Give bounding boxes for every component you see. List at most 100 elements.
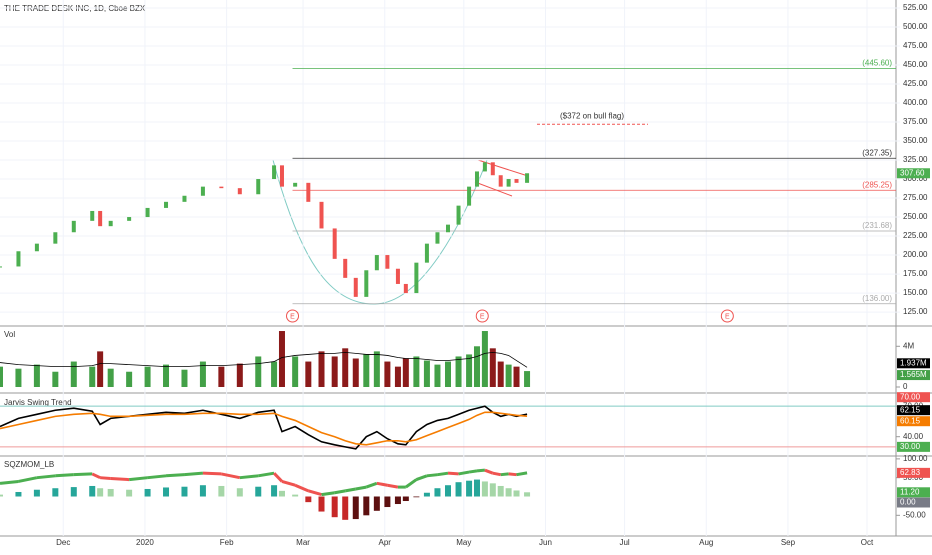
momentum-bar (524, 492, 531, 497)
momentum-line (376, 481, 388, 487)
momentum-line (447, 471, 459, 476)
momentum-bar (455, 482, 462, 497)
momentum-line (458, 470, 470, 476)
volume-bar (89, 366, 96, 387)
x-tick-label: May (456, 538, 471, 547)
y-tick-label: 4M (903, 341, 914, 350)
volume-bar (434, 364, 441, 387)
candle (90, 210, 95, 221)
candle (332, 228, 337, 259)
candle (200, 186, 205, 196)
candle (306, 182, 311, 202)
y-tick-label: 250.00 (903, 212, 928, 221)
candle (127, 217, 132, 221)
volume-bar (318, 351, 325, 387)
momentum-bar (0, 494, 3, 497)
x-tick-label: Jun (539, 538, 552, 547)
level-label: (445.60) (862, 58, 892, 67)
jarvis-line (0, 411, 528, 446)
y-tick-label: 350.00 (903, 136, 928, 145)
volume-bar (513, 366, 520, 387)
candle (435, 232, 440, 244)
level-label: (136.00) (862, 294, 892, 303)
volume-bar (15, 368, 22, 387)
y-tick-label: 400.00 (903, 98, 928, 107)
candle (145, 207, 150, 218)
candle (364, 270, 369, 297)
volume-bar (126, 371, 133, 387)
candle (467, 186, 472, 206)
momentum-bar (352, 496, 359, 520)
volume-bar (0, 366, 3, 387)
momentum-bar (292, 494, 299, 497)
y-tick-label: 500.00 (903, 22, 928, 31)
momentum-line (100, 476, 111, 480)
series-label-box (897, 416, 930, 427)
volume-bar (218, 366, 225, 387)
volume-bar (497, 361, 504, 387)
momentum-bar (126, 489, 133, 497)
volume-label-box (897, 370, 930, 381)
momentum-line (468, 469, 478, 474)
candle (98, 210, 103, 227)
momentum-line (73, 472, 93, 477)
last-price-label-box (897, 168, 930, 179)
candle (182, 195, 187, 202)
ma-label-box (897, 358, 930, 369)
candle (272, 165, 277, 180)
candle (279, 165, 284, 187)
event-marker (475, 309, 489, 323)
momentum-bar (107, 488, 114, 497)
momentum-bar (199, 485, 206, 497)
volume-bar (305, 361, 312, 387)
volume-bar (144, 366, 151, 387)
candle (490, 162, 495, 176)
candle (34, 243, 39, 252)
momentum-line (184, 471, 204, 477)
momentum-line (281, 480, 296, 487)
x-tick-label: 2020 (136, 538, 154, 547)
volume-bar (352, 358, 359, 387)
volume-bar (331, 356, 338, 387)
zero-label-box (897, 497, 930, 508)
momentum-bar (413, 496, 420, 498)
volume-bar (33, 364, 40, 387)
momentum-bar (33, 489, 40, 497)
momentum-label: 11.20 (900, 487, 920, 496)
momentum-bar (52, 488, 59, 497)
y-tick-label: 100.00 (903, 454, 928, 463)
ma-label: 1.937M (900, 358, 927, 367)
volume-bar (402, 358, 409, 387)
volume-bar (255, 356, 262, 387)
volume-bar (181, 369, 188, 387)
x-tick-label: Jul (619, 538, 629, 547)
volume-bar (52, 371, 59, 387)
momentum-line (18, 476, 38, 483)
candle (0, 266, 2, 268)
candle (353, 277, 358, 297)
candle (385, 255, 390, 269)
level-label: (231.68) (862, 221, 892, 230)
momentum-line (221, 472, 241, 480)
candle (237, 188, 242, 195)
momentum-bar (445, 485, 451, 497)
candle (16, 251, 21, 267)
series-label-box (897, 405, 930, 416)
momentum-line (516, 471, 528, 477)
momentum-bar (402, 496, 409, 502)
volume-bar (373, 351, 380, 387)
x-tick-label: Sep (781, 538, 796, 547)
momentum-bar (218, 485, 225, 497)
y-tick-label: 525.00 (903, 3, 928, 12)
volume-bar (455, 356, 462, 387)
momentum-bar (305, 496, 312, 503)
y-tick-label: 475.00 (903, 41, 928, 50)
event-label: E (725, 313, 730, 320)
momentum-line (334, 489, 346, 495)
candle (514, 179, 519, 183)
y-tick-label: 375.00 (903, 117, 928, 126)
y-tick-label: 0 (903, 382, 908, 391)
candle (424, 243, 429, 263)
momentum-bar (181, 486, 188, 497)
momentum-bar (255, 486, 262, 497)
